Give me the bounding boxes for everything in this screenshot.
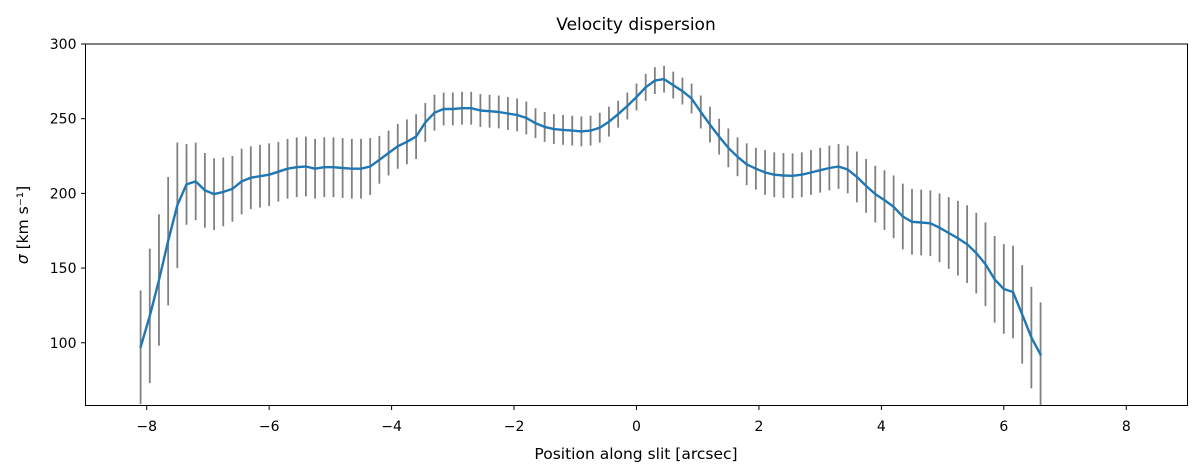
x-tick-label: 0 [632,419,641,435]
x-tick-label: −4 [381,419,402,435]
x-tick-label: 8 [1122,419,1131,435]
x-axis-label: Position along slit [arcsec] [534,445,737,463]
y-axis-label: σ [km s⁻¹] [14,186,32,264]
x-tick-label: −6 [259,419,280,435]
y-tick-label: 200 [50,186,77,202]
x-tick-label: −2 [504,419,525,435]
y-tick-label: 300 [50,37,77,53]
y-tick-label: 250 [50,112,77,128]
plot-area: −8 −6 −4 −2 0 2 4 6 8 100 150 200 250 300 [50,37,1188,435]
y-axis-units: [km s⁻¹] [14,186,32,255]
x-tick-label: 6 [999,419,1008,435]
sigma-symbol: σ [14,253,32,264]
x-tick-label: −8 [136,419,157,435]
y-tick-label: 100 [50,336,77,352]
x-tick-label: 2 [754,419,763,435]
data-line [139,77,1042,356]
x-tick-label: 4 [877,419,886,435]
y-tick-label: 150 [50,261,77,277]
chart-title: Velocity dispersion [556,15,715,35]
